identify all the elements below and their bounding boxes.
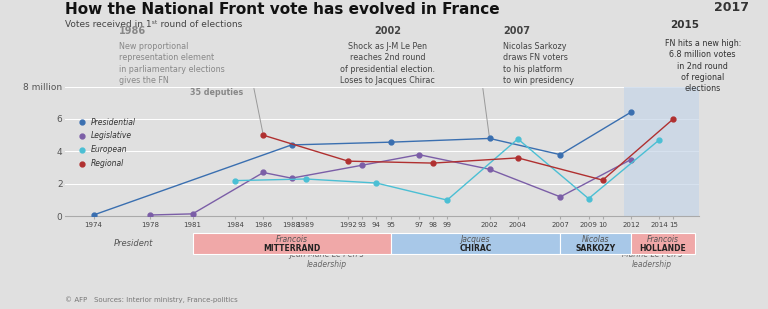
Bar: [624, 87, 699, 216]
Text: Nicolas Sarkozy
draws FN voters
to his platform
to win presidency: Nicolas Sarkozy draws FN voters to his p…: [503, 42, 574, 85]
Text: 35 deputies: 35 deputies: [190, 88, 243, 97]
Bar: [631, 233, 694, 254]
Text: Jean-Marie Le Pen's
leadership: Jean-Marie Le Pen's leadership: [290, 250, 364, 269]
Text: 1986: 1986: [119, 26, 146, 36]
Text: Presidential: Presidential: [91, 118, 136, 127]
Text: 2015: 2015: [670, 20, 699, 30]
Text: Francois: Francois: [276, 235, 307, 244]
Text: New proportional
representation element
in parliamentary elections
gives the FN: New proportional representation element …: [119, 42, 225, 85]
Text: 2002: 2002: [374, 26, 402, 36]
Text: Shock as J-M Le Pen
reaches 2nd round
of presidential election.
Loses to Jacques: Shock as J-M Le Pen reaches 2nd round of…: [340, 42, 435, 85]
Text: MITTERRAND: MITTERRAND: [263, 244, 320, 253]
Bar: [561, 233, 631, 254]
Text: Votes received in 1ˢᵗ round of elections: Votes received in 1ˢᵗ round of elections: [65, 20, 243, 29]
Text: How the National Front vote has evolved in France: How the National Front vote has evolved …: [65, 2, 500, 17]
Text: CHIRAC: CHIRAC: [459, 244, 492, 253]
Text: Francois: Francois: [647, 235, 679, 244]
Text: Marine Le Pen's
leadership: Marine Le Pen's leadership: [622, 250, 682, 269]
Text: 2007: 2007: [503, 26, 530, 36]
Text: HOLLANDE: HOLLANDE: [640, 244, 686, 253]
Bar: [193, 233, 391, 254]
Text: Jacques: Jacques: [461, 235, 490, 244]
Text: Regional: Regional: [91, 159, 124, 168]
Text: European: European: [91, 145, 127, 154]
Text: FN hits a new high:
6.8 million votes
in 2nd round
of regional
elections: FN hits a new high: 6.8 million votes in…: [664, 39, 741, 93]
Text: © AFP   Sources: Interior ministry, France-politics: © AFP Sources: Interior ministry, France…: [65, 297, 238, 303]
Text: President: President: [114, 239, 153, 248]
Text: Nicolas: Nicolas: [582, 235, 609, 244]
Bar: [391, 233, 561, 254]
Text: Legislative: Legislative: [91, 132, 132, 141]
Text: 2017: 2017: [713, 1, 749, 14]
Text: SARKOZY: SARKOZY: [575, 244, 616, 253]
